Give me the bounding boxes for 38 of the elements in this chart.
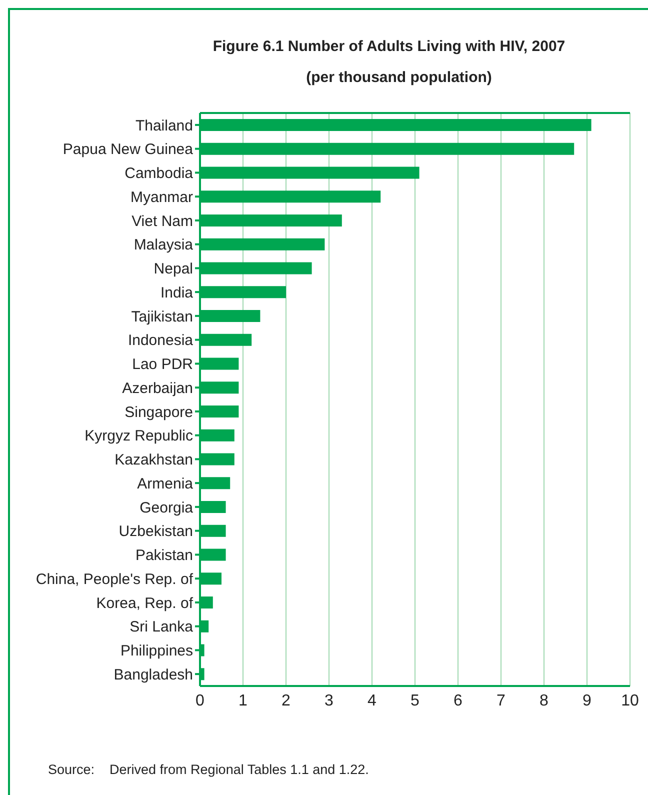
- y-tick-label: China, People's Rep. of: [36, 570, 194, 588]
- chart-title: Figure 6.1 Number of Adults Living with HIV, 2007: [212, 38, 566, 55]
- x-tick-label: 6: [454, 692, 463, 710]
- y-tick-label: Pakistan: [135, 547, 193, 564]
- y-tick-label: Azerbaijan: [122, 380, 193, 397]
- source-note: Source: Derived from Regional Tables 1.1 and 1.22.: [48, 762, 369, 777]
- y-tick-label: Myanmar: [130, 188, 193, 206]
- y-tick-label: Armenia: [137, 475, 194, 492]
- y-tick-label: Tajikistan: [131, 308, 193, 326]
- y-tick-label: Korea, Rep. of: [96, 594, 194, 612]
- y-tick-label: Sri Lanka: [130, 618, 194, 636]
- y-tick-label: Papua New Guinea: [62, 141, 194, 158]
- y-tick-label: Viet Nam: [132, 212, 193, 230]
- y-tick-label: Philippines: [120, 642, 193, 660]
- x-tick-label: 4: [368, 692, 377, 710]
- x-tick-label: 1: [238, 692, 248, 710]
- y-tick-label: Bangladesh: [114, 666, 193, 684]
- chart-subtitle: (per thousand population): [305, 69, 493, 86]
- y-tick-label: India: [160, 284, 194, 302]
- x-tick-label: 2: [282, 692, 291, 710]
- x-tick-label: 9: [582, 692, 592, 710]
- x-tick-label: 10: [621, 692, 639, 710]
- y-tick-label: Cambodia: [124, 165, 194, 182]
- y-tick-label: Georgia: [140, 499, 194, 516]
- x-tick-label: 5: [410, 692, 420, 710]
- x-tick-label: 0: [196, 692, 205, 710]
- y-tick-label: Thailand: [135, 117, 193, 134]
- y-tick-label: Malaysia: [134, 236, 194, 254]
- y-tick-label: Uzbekistan: [118, 523, 193, 540]
- x-tick-label: 7: [496, 692, 506, 710]
- y-tick-label: Indonesia: [128, 332, 194, 350]
- y-tick-label: Nepal: [154, 260, 193, 278]
- y-tick-label: Kazakhstan: [114, 452, 193, 469]
- y-tick-label: Lao PDR: [132, 356, 194, 374]
- y-tick-label: Singapore: [124, 404, 193, 421]
- x-tick-label: 3: [324, 692, 334, 710]
- x-tick-label: 8: [540, 692, 549, 710]
- y-tick-label: Kyrgyz Republic: [84, 428, 194, 445]
